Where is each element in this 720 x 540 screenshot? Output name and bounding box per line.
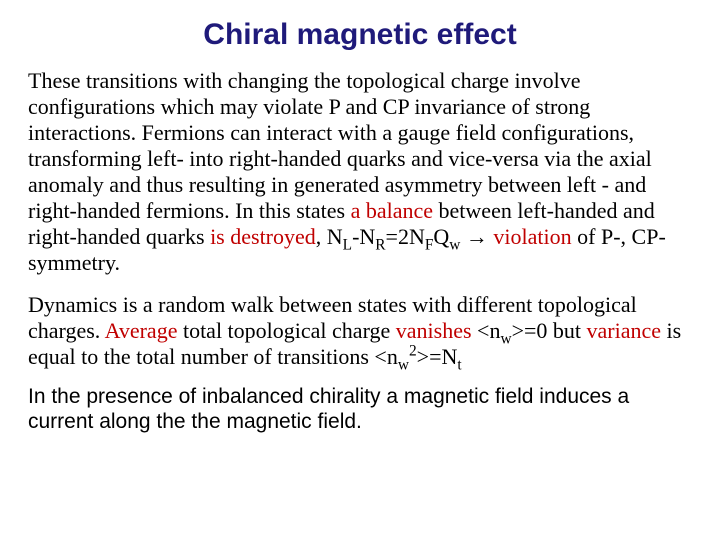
text-run: In the presence of inbalanced chirality … (28, 385, 629, 433)
highlight-run: is destroyed (210, 224, 316, 249)
subscript: R (375, 236, 385, 253)
subscript: t (457, 356, 461, 373)
text-run: → (460, 224, 493, 249)
text-run: Q (433, 224, 449, 249)
subscript: w (449, 236, 460, 253)
subscript: w (500, 330, 511, 347)
text-run: <n (472, 318, 501, 343)
paragraph-1: These transitions with changing the topo… (28, 68, 692, 276)
slide-title: Chiral magnetic effect (28, 18, 692, 52)
paragraph-3: In the presence of inbalanced chirality … (28, 385, 692, 435)
text-run: , N (316, 224, 343, 249)
highlight-run: violation (493, 224, 571, 249)
subscript: w (398, 356, 409, 373)
highlight-run: a balance (351, 198, 433, 223)
text-run: total topological charge (177, 318, 395, 343)
highlight-run: variance (587, 318, 667, 343)
text-run: -N (352, 224, 375, 249)
paragraph-2: Dynamics is a random walk between states… (28, 292, 692, 370)
text-run: >=0 but (512, 318, 587, 343)
subscript: L (343, 236, 352, 253)
text-run: >=N (417, 344, 458, 369)
slide-root: Chiral magnetic effect These transitions… (0, 0, 720, 540)
text-run: =2N (386, 224, 425, 249)
superscript: 2 (409, 342, 417, 359)
highlight-run: Average (105, 318, 178, 343)
highlight-run: vanishes (396, 318, 472, 343)
